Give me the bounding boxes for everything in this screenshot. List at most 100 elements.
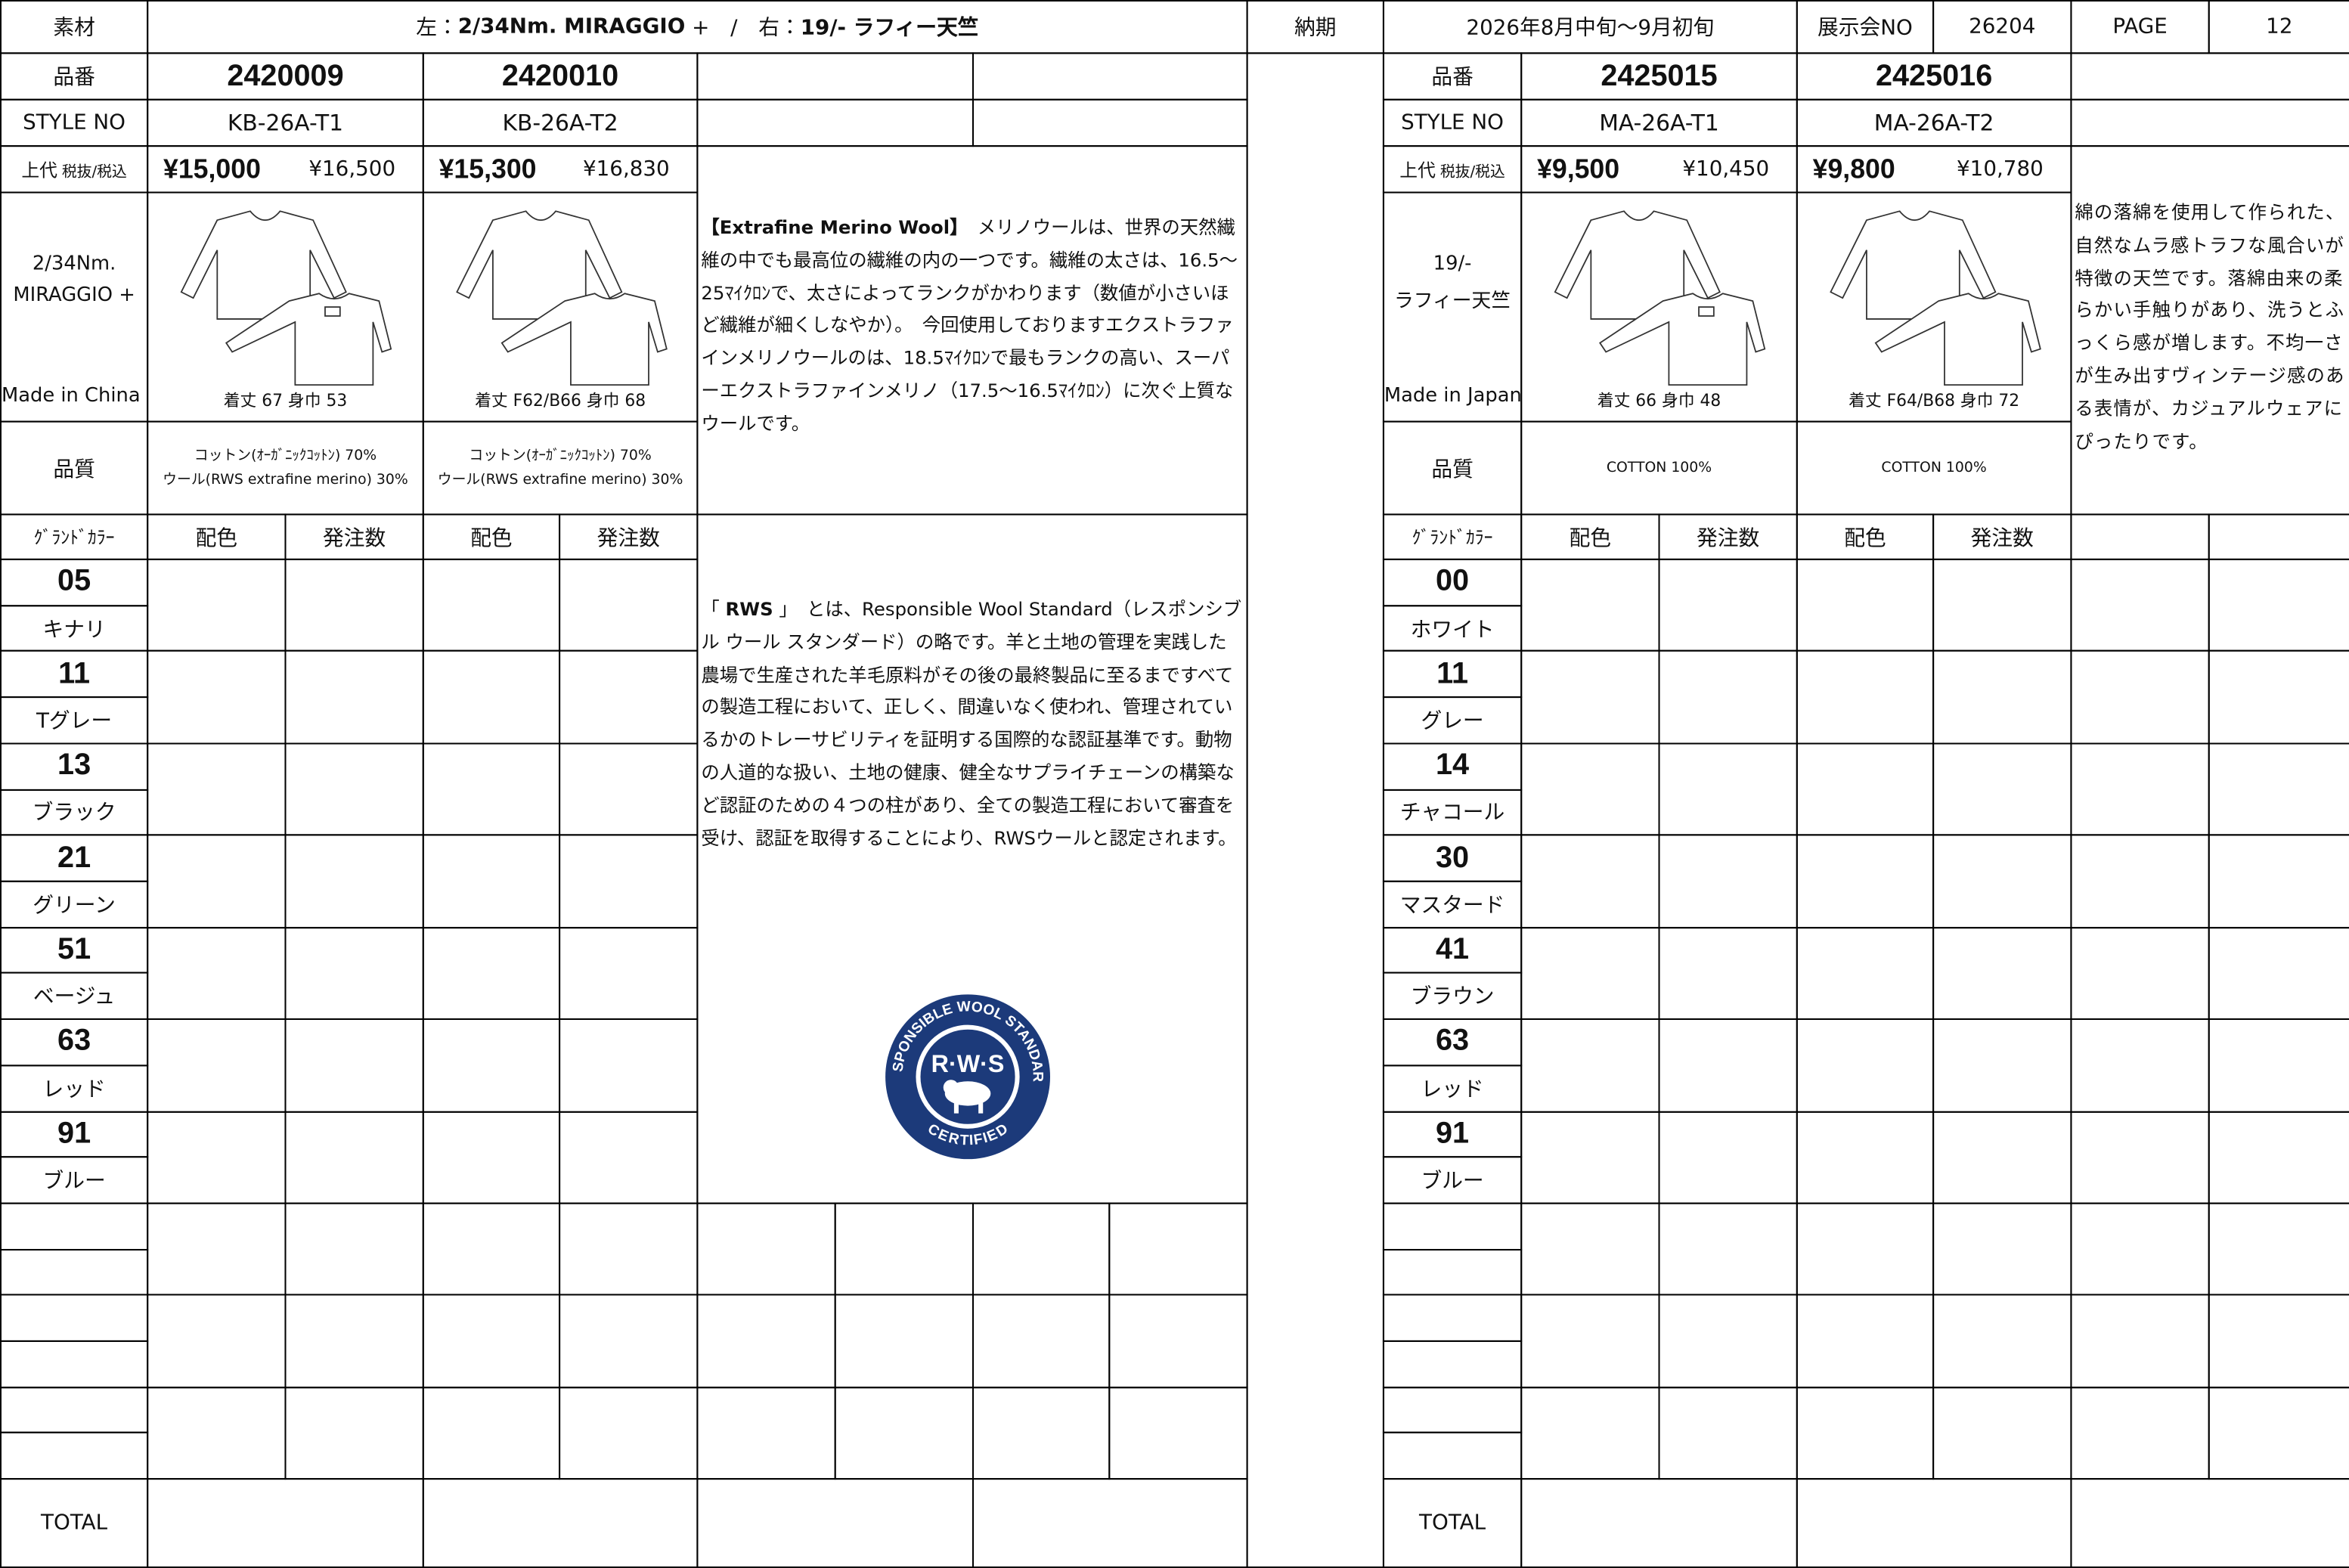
- entry-cell: [422, 742, 561, 836]
- price-cell: ¥15,000 ¥16,500: [147, 145, 424, 194]
- cell: 発注数: [1932, 513, 2072, 560]
- entry-cell: [284, 1018, 424, 1112]
- total-cell: [696, 1478, 974, 1568]
- sketch-cell: 着丈 F64/B68 身巾 72: [1796, 191, 2072, 423]
- quality-cell: コットン(ｵｰｶﾞﾆｯｸｺｯﾄﾝ) 70% ウール(RWS extrafine m…: [147, 420, 424, 516]
- color-code: 21: [57, 841, 91, 875]
- total-cell: [1796, 1478, 2072, 1568]
- label: 上代: [21, 159, 57, 181]
- entry-cell: [422, 1202, 561, 1297]
- cell: 2420009: [147, 52, 424, 101]
- quality: ウール(RWS extrafine merino) 30%: [437, 470, 683, 488]
- color-name: レッド: [42, 1077, 106, 1102]
- entry-cell: [2208, 1110, 2349, 1204]
- product-number: 2420009: [227, 59, 344, 92]
- cell: [1382, 1248, 1523, 1297]
- entry-cell: [972, 1202, 1111, 1297]
- price-tax: ¥16,500: [308, 156, 396, 181]
- entry-cell: [1520, 558, 1660, 652]
- cell: [1382, 1202, 1523, 1250]
- entry-cell: [1658, 926, 1798, 1021]
- entry-cell: [1658, 650, 1798, 745]
- cell: 上代 税抜/税込: [1382, 145, 1523, 194]
- entry-cell: [1932, 926, 2072, 1021]
- entry-cell: [147, 1386, 287, 1480]
- entry-cell: [1932, 1110, 2072, 1204]
- entry-cell: [147, 1018, 287, 1112]
- entry-cell: [972, 1386, 1111, 1480]
- cell: [972, 98, 1248, 147]
- cell: 上代 税抜/税込: [0, 145, 149, 194]
- entry-cell: [2070, 1294, 2210, 1388]
- color-code: 00: [1436, 565, 1470, 599]
- entry-cell: [422, 558, 561, 652]
- cell: [696, 52, 974, 101]
- entry-cell: [696, 1202, 836, 1297]
- color-code-cell: 41: [1382, 926, 1523, 975]
- entry-cell: [1520, 926, 1660, 1021]
- entry-cell: [284, 1202, 424, 1297]
- total-cell: [2070, 1478, 2349, 1568]
- cell: 配色: [1796, 513, 1935, 560]
- rws-logo: R·W·SRESPONSIBLE WOOL STANDARDCERTIFIED: [884, 993, 1050, 1160]
- entry-cell: [2208, 1386, 2349, 1480]
- cell: 発注数: [559, 513, 699, 560]
- label: ｸﾞﾗﾝﾄﾞｶﾗｰ: [1412, 527, 1493, 549]
- cell: 配色: [422, 513, 561, 560]
- entry-cell: [284, 926, 424, 1021]
- label: 納期: [1294, 16, 1337, 41]
- color-code-cell: 91: [1382, 1110, 1523, 1158]
- entry-cell: [1796, 1386, 1935, 1480]
- entry-cell: [1932, 742, 2072, 836]
- cell: [2070, 52, 2349, 101]
- entry-cell: [284, 1294, 424, 1388]
- label-cell: 展示会NO: [1796, 0, 1935, 54]
- value-cell: 2026年8月中旬〜9月初旬: [1382, 0, 1798, 54]
- entry-cell: [422, 1386, 561, 1480]
- cell: 発注数: [284, 513, 424, 560]
- entry-cell: [1520, 834, 1660, 928]
- color-name: チャコール: [1399, 801, 1505, 826]
- label: STYLE NO: [23, 110, 126, 135]
- cell: 2425016: [1796, 52, 2072, 101]
- entry-cell: [1932, 558, 2072, 652]
- entry-cell: [972, 1294, 1111, 1388]
- price-cell: ¥15,300 ¥16,830: [422, 145, 699, 194]
- color-name-cell: マスタード: [1382, 880, 1523, 928]
- color-code-cell: 30: [1382, 834, 1523, 882]
- label-cell: 素材: [0, 0, 149, 54]
- cell: MA-26A-T2: [1796, 98, 2072, 147]
- entry-cell: [422, 1110, 561, 1204]
- cell: [0, 1294, 149, 1342]
- quality: コットン(ｵｰｶﾞﾆｯｸｺｯﾄﾝ) 70%: [469, 447, 652, 464]
- entry-cell: [1658, 1110, 1798, 1204]
- entry-cell: [559, 926, 699, 1021]
- color-name-cell: レッド: [0, 1064, 149, 1112]
- text-run: 左：: [416, 16, 458, 41]
- entry-cell: [147, 1294, 287, 1388]
- note-cell: 「 RWS 」 とは、Responsible Wool Standard（レスポ…: [696, 513, 1248, 1204]
- cell: [1382, 1432, 1523, 1480]
- total-cell: [1520, 1478, 1798, 1568]
- entry-cell: [422, 926, 561, 1021]
- origin: Made in Japan: [1384, 385, 1522, 407]
- column-header: 発注数: [1970, 526, 2034, 550]
- color-code-cell: 63: [0, 1018, 149, 1067]
- sketch-cell: 着丈 67 身巾 53: [147, 191, 424, 423]
- sketch-cell: 着丈 66 身巾 48: [1520, 191, 1798, 423]
- cell: ｸﾞﾗﾝﾄﾞｶﾗｰ: [1382, 513, 1523, 560]
- entry-cell: [1932, 1294, 2072, 1388]
- entry-cell: [2070, 513, 2210, 560]
- entry-cell: [1796, 742, 1935, 836]
- entry-cell: [422, 650, 561, 745]
- cell: MA-26A-T1: [1520, 98, 1798, 147]
- size: 着丈 67 身巾 53: [223, 391, 348, 411]
- label: ｸﾞﾗﾝﾄﾞｶﾗｰ: [33, 527, 115, 549]
- cell: [696, 98, 974, 147]
- label: 税抜/税込: [61, 163, 127, 181]
- entry-cell: [559, 1202, 699, 1297]
- origin: Made in China: [1, 385, 141, 407]
- entry-cell: [834, 1386, 974, 1480]
- label-cell: PAGE: [2070, 0, 2210, 54]
- label: TOTAL: [41, 1511, 108, 1535]
